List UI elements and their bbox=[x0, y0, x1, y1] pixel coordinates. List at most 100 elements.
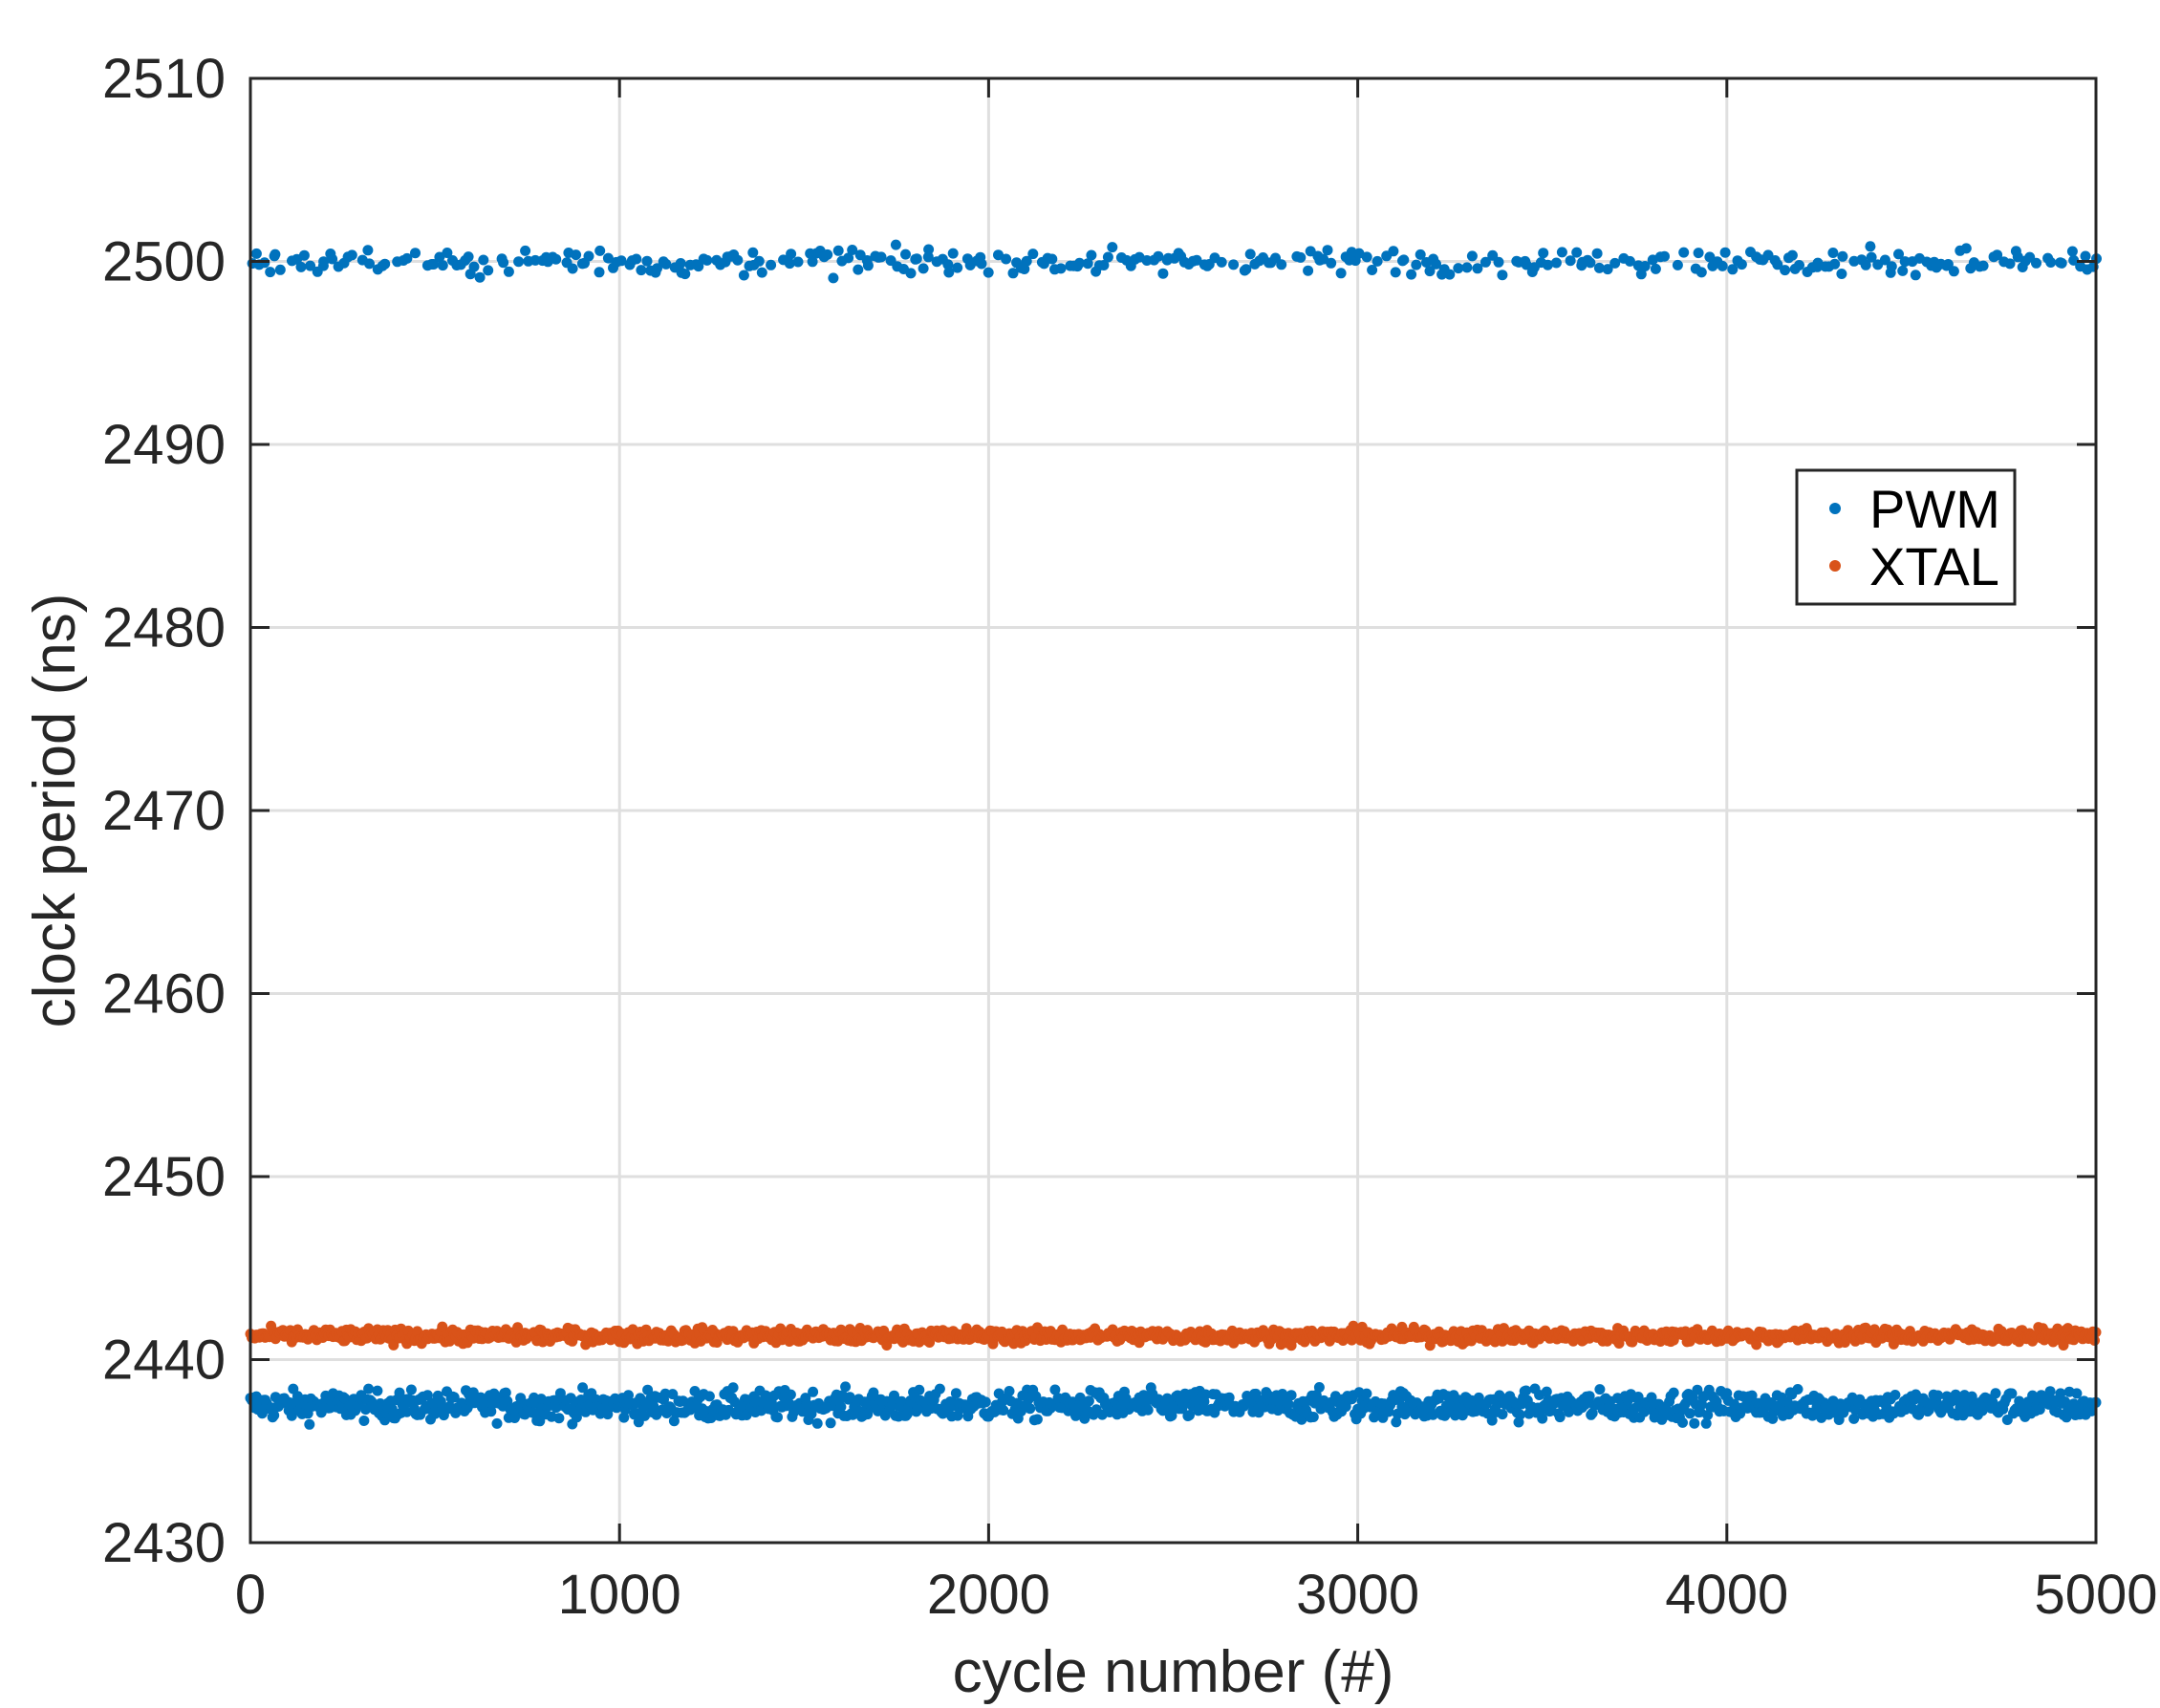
data-point bbox=[1890, 1390, 1901, 1400]
data-point bbox=[636, 265, 647, 276]
data-point bbox=[828, 272, 839, 284]
data-point bbox=[1521, 259, 1532, 270]
data-point bbox=[753, 255, 765, 267]
data-point bbox=[363, 1383, 375, 1395]
data-point bbox=[534, 1416, 546, 1427]
data-point bbox=[270, 249, 281, 260]
data-point bbox=[1609, 257, 1621, 269]
data-point bbox=[2068, 1398, 2080, 1410]
data-point bbox=[1646, 1392, 1657, 1403]
data-point bbox=[680, 269, 691, 280]
data-point bbox=[1792, 1384, 1804, 1395]
data-point bbox=[358, 1416, 370, 1426]
x-tick-label: 5000 bbox=[2034, 1564, 2157, 1626]
data-point bbox=[1367, 265, 1378, 275]
y-axis-title: clock period (ns) bbox=[22, 594, 88, 1028]
data-point bbox=[934, 1383, 945, 1395]
data-point bbox=[1161, 1393, 1173, 1404]
data-point bbox=[784, 258, 795, 270]
data-point bbox=[1521, 1385, 1532, 1396]
data-point bbox=[364, 258, 375, 270]
data-point bbox=[1361, 251, 1372, 263]
data-point bbox=[980, 1396, 991, 1408]
data-point bbox=[553, 1413, 565, 1424]
tick-labels: 0 1000 2000 3000 4000 5000 2430 2440 2450 2460 247… bbox=[102, 48, 2158, 1626]
data-point bbox=[1019, 264, 1030, 274]
data-point bbox=[551, 253, 562, 265]
data-point bbox=[1406, 269, 1417, 280]
data-point bbox=[583, 250, 594, 262]
data-point bbox=[1487, 249, 1499, 261]
data-point bbox=[1480, 256, 1491, 268]
data-point bbox=[822, 249, 833, 260]
data-point bbox=[1390, 267, 1401, 278]
data-point bbox=[1307, 1412, 1319, 1422]
data-point bbox=[616, 255, 627, 267]
data-point bbox=[2031, 257, 2041, 269]
data-point bbox=[1001, 253, 1012, 265]
data-point bbox=[1827, 248, 1839, 258]
data-point bbox=[274, 264, 286, 275]
data-point bbox=[1668, 1387, 1679, 1398]
data-point bbox=[401, 252, 413, 264]
data-point bbox=[1326, 257, 1337, 269]
data-point bbox=[2058, 1340, 2069, 1351]
y-tick-label: 2480 bbox=[102, 597, 226, 659]
data-point bbox=[1031, 1414, 1043, 1425]
data-point bbox=[976, 258, 987, 270]
data-point bbox=[862, 1409, 874, 1420]
data-point bbox=[1960, 243, 1972, 254]
data-point bbox=[808, 1386, 819, 1397]
series-pwm bbox=[245, 239, 2102, 1430]
data-point bbox=[1659, 250, 1670, 262]
x-axis-title: cycle number (#) bbox=[953, 1639, 1394, 1705]
data-point bbox=[434, 251, 445, 263]
data-point bbox=[1461, 262, 1473, 273]
data-point bbox=[1794, 260, 1804, 270]
data-point bbox=[766, 259, 777, 270]
data-point bbox=[922, 251, 934, 263]
data-point bbox=[426, 1397, 438, 1409]
data-point bbox=[868, 1387, 879, 1398]
data-point bbox=[1571, 247, 1583, 258]
data-point bbox=[1055, 263, 1067, 274]
data-point bbox=[372, 1385, 383, 1396]
data-point bbox=[1025, 1403, 1036, 1415]
data-point bbox=[1102, 251, 1113, 263]
data-point bbox=[1684, 1408, 1696, 1419]
data-point bbox=[1886, 261, 1897, 272]
data-point bbox=[1486, 1415, 1498, 1426]
data-point bbox=[952, 262, 963, 273]
data-point bbox=[1692, 1384, 1703, 1395]
data-point bbox=[1047, 253, 1058, 265]
data-point bbox=[1074, 257, 1085, 269]
data-point bbox=[668, 1416, 680, 1427]
data-point bbox=[847, 245, 858, 255]
data-point bbox=[1942, 259, 1954, 270]
data-point bbox=[305, 260, 316, 271]
data-point bbox=[693, 261, 704, 272]
data-point bbox=[1678, 247, 1690, 258]
data-point bbox=[442, 248, 453, 258]
data-point bbox=[1689, 1417, 1700, 1429]
data-point bbox=[1424, 266, 1436, 277]
data-point bbox=[825, 1417, 836, 1429]
data-point bbox=[1837, 250, 1848, 262]
data-point bbox=[1086, 249, 1097, 261]
data-point bbox=[732, 254, 744, 266]
data-point bbox=[1542, 259, 1553, 270]
data-point bbox=[1565, 255, 1576, 267]
data-point bbox=[1780, 265, 1791, 276]
data-point bbox=[1602, 264, 1613, 275]
data-point bbox=[1313, 1382, 1325, 1393]
data-point bbox=[905, 268, 917, 279]
data-point bbox=[1472, 263, 1483, 274]
y-tick-label: 2440 bbox=[102, 1330, 226, 1392]
data-point bbox=[942, 259, 954, 270]
data-point bbox=[1977, 260, 1989, 271]
data-point bbox=[2080, 250, 2091, 262]
data-point bbox=[1866, 251, 1877, 263]
data-point bbox=[1541, 1386, 1552, 1397]
x-tick-label: 3000 bbox=[1296, 1564, 1419, 1626]
